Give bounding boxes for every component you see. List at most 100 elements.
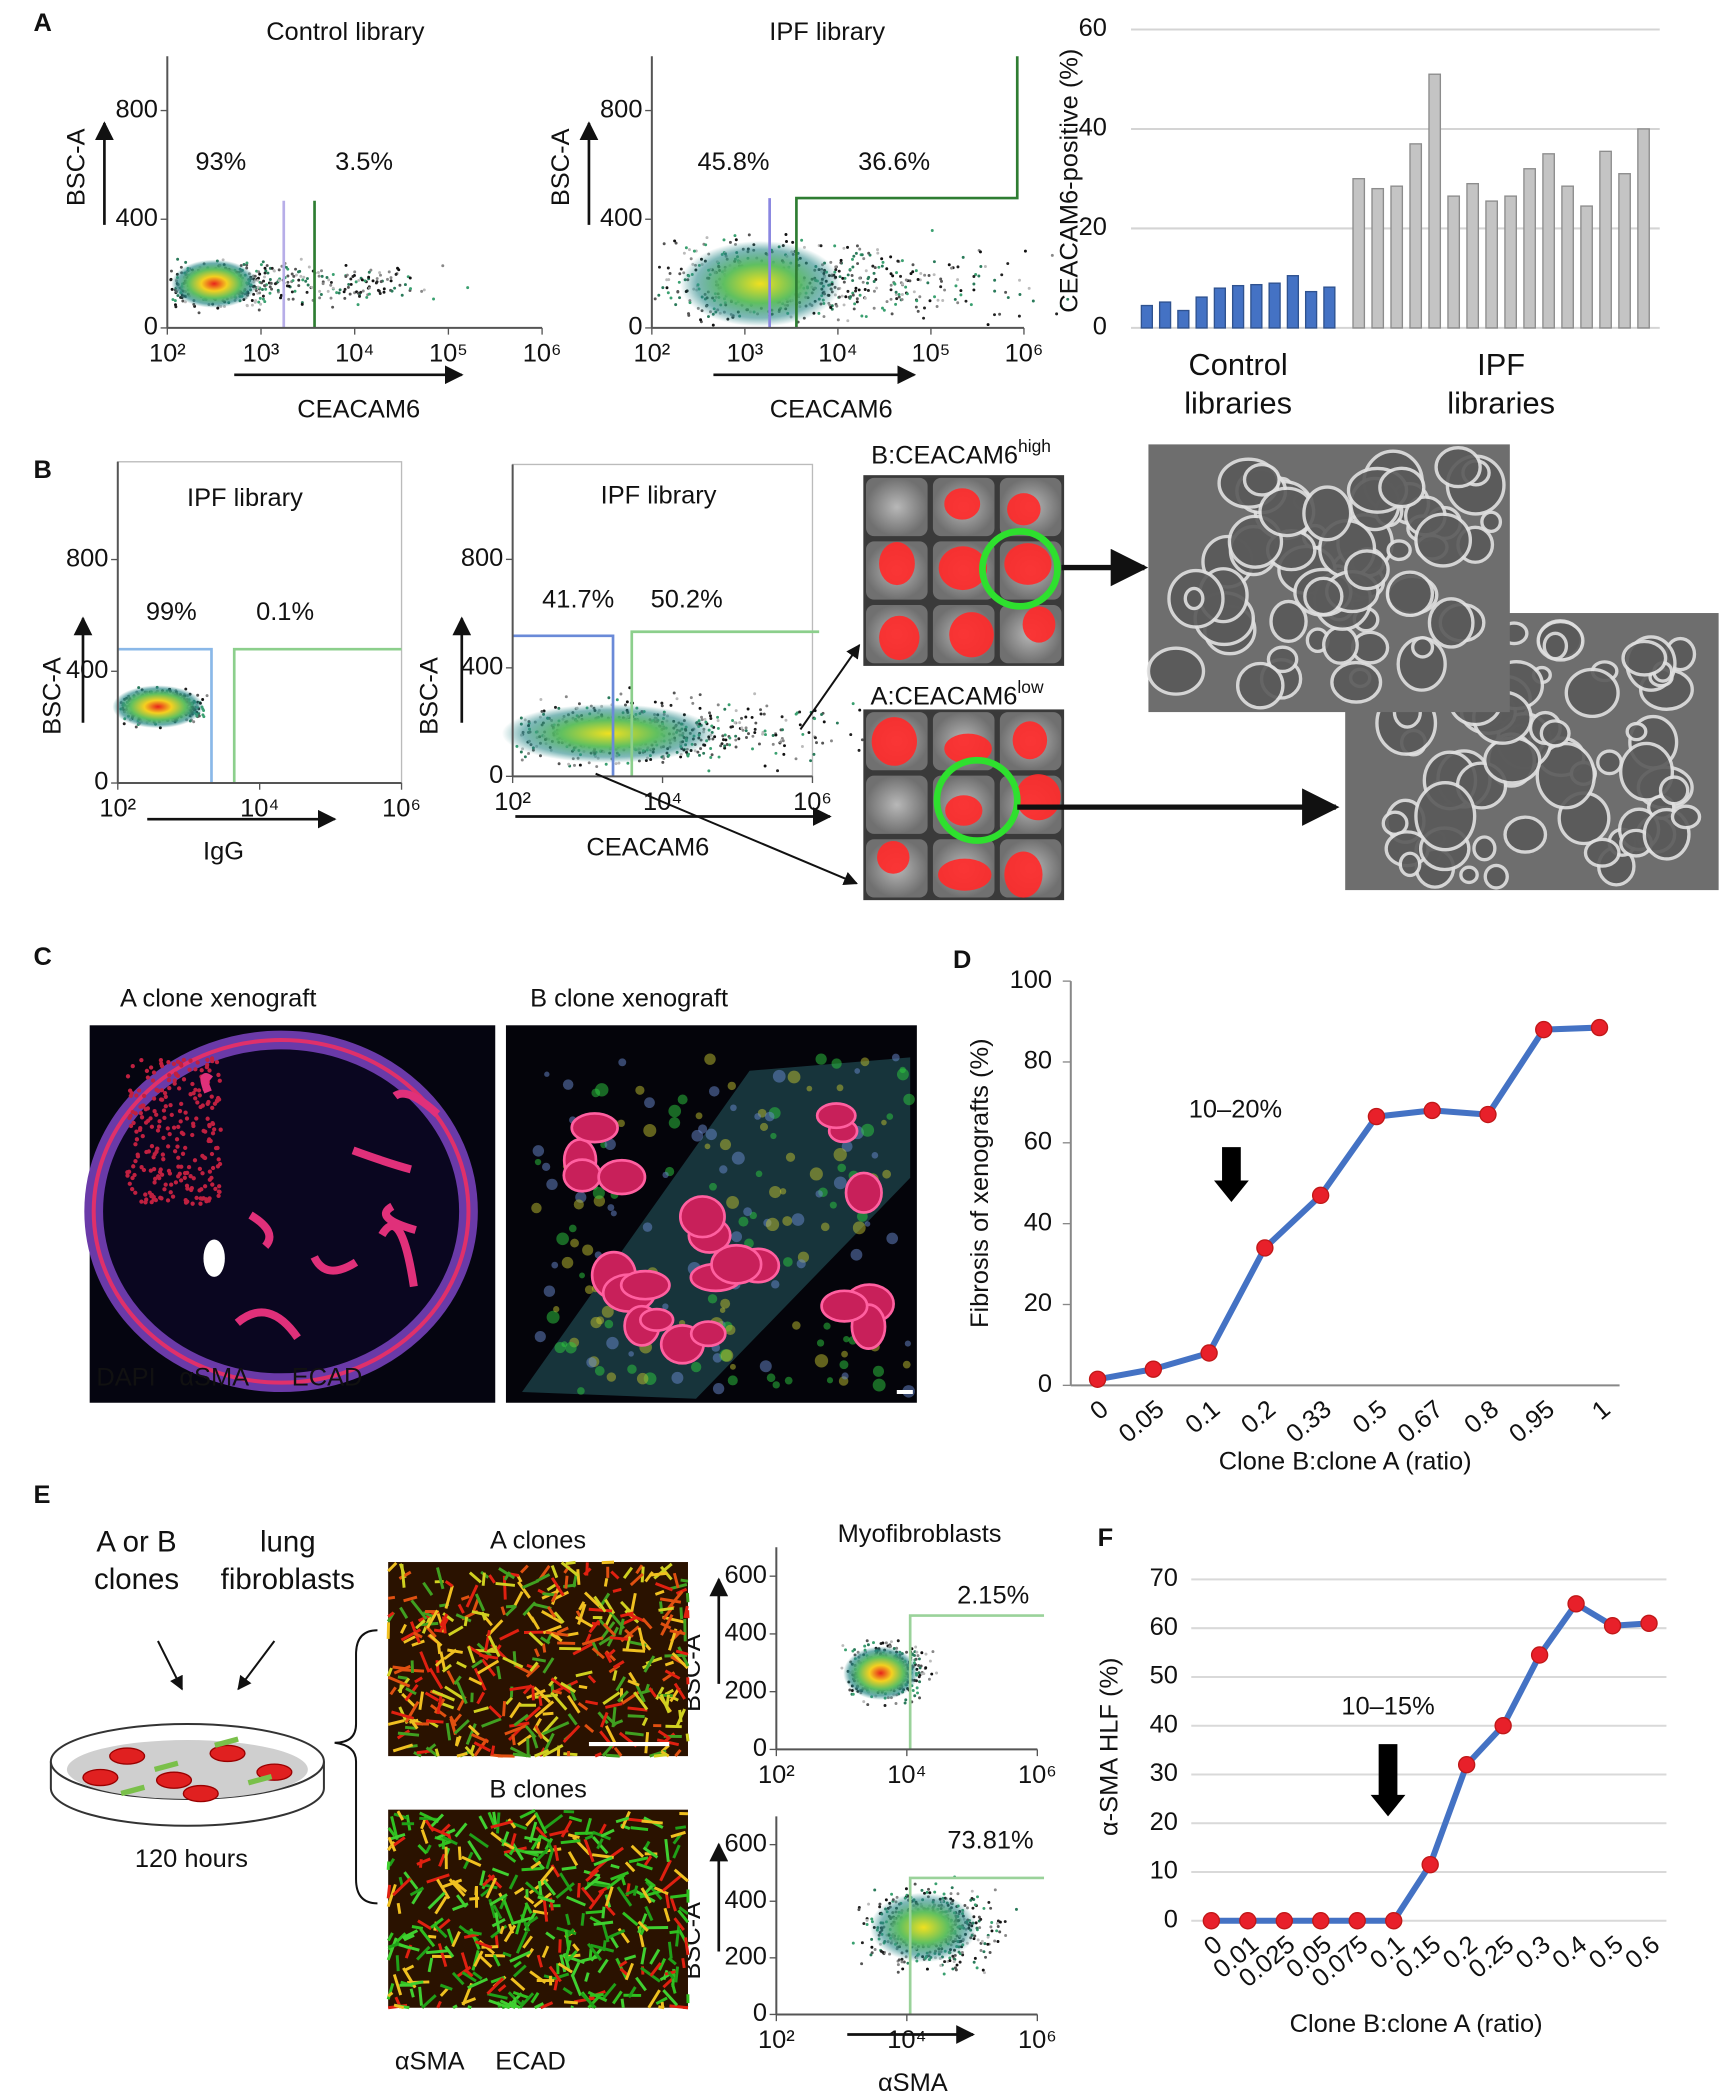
speckle (178, 1178, 184, 1183)
stain (579, 1272, 585, 1279)
cell-dot (698, 706, 702, 710)
cell-dot (382, 287, 386, 291)
y-tick-label: 60 (1150, 1613, 1178, 1641)
cell-dot (686, 754, 690, 758)
cell-dot (978, 250, 982, 254)
x-axis-label: αSMA (878, 2069, 948, 2097)
cell-dot (866, 281, 869, 285)
cell-dot (711, 323, 715, 327)
cell-dot (901, 1967, 905, 1971)
cell-dot (860, 1941, 864, 1945)
speckle (192, 1158, 198, 1163)
gate-percent: 45.8% (697, 148, 769, 176)
cell-dot (763, 729, 767, 733)
data-point (1200, 1344, 1218, 1362)
cell-dot (920, 1888, 924, 1892)
x-tick-label: 10⁵ (429, 339, 468, 367)
speckle (140, 1134, 145, 1139)
organoid (1302, 485, 1353, 542)
cell-dot (257, 308, 261, 312)
cell-dot (1000, 273, 1004, 277)
cell-dot (998, 1930, 1002, 1934)
stain (872, 1378, 886, 1392)
cell-dot (942, 1972, 946, 1976)
stain (544, 1071, 550, 1077)
speckle (174, 1137, 180, 1142)
y-tick-label: 40 (1024, 1208, 1052, 1236)
cell-dot (346, 285, 350, 289)
speckle (171, 1125, 177, 1130)
speckle (161, 1157, 166, 1162)
y-axis-label: Fibrosis of xenografts (%) (966, 1038, 994, 1328)
cell-dot (939, 285, 943, 289)
speckle (179, 1101, 184, 1106)
speckle (149, 1193, 154, 1199)
cell-dot (673, 239, 677, 243)
bar (1231, 284, 1245, 329)
gland (597, 1158, 647, 1196)
stain (755, 1170, 763, 1178)
cell-dot (329, 280, 333, 284)
x-tick-label: 10⁴ (887, 1761, 926, 1789)
y-axis-label: α-SMA HLF (%) (1096, 1657, 1124, 1836)
well-label-sup: low (1017, 677, 1044, 697)
stain (568, 1224, 577, 1233)
cell-dot (374, 281, 378, 285)
cell-dot (1004, 1933, 1008, 1937)
cell-dot (728, 240, 732, 244)
cell-dot (354, 280, 358, 284)
cell-dot (846, 273, 850, 277)
x-tick-label: 10⁵ (912, 339, 951, 367)
y-tick-label: 800 (66, 544, 108, 572)
cell-dot (885, 267, 889, 271)
cell-dot (261, 288, 264, 291)
stain (731, 1151, 745, 1165)
cell-dot (259, 302, 263, 306)
cell-dot (896, 259, 900, 263)
bar (1637, 128, 1650, 329)
speckle (157, 1119, 162, 1124)
cell-dot (250, 303, 254, 307)
cell-dot (349, 282, 353, 286)
organoid (1146, 646, 1206, 696)
data-point (1479, 1105, 1497, 1124)
stain (668, 1117, 681, 1129)
cell-dot (915, 1650, 919, 1654)
cell-dot (619, 692, 623, 696)
stain (882, 1169, 892, 1179)
cell-dot (704, 243, 708, 247)
cell-dot (809, 759, 813, 763)
stain (553, 1306, 560, 1313)
stain (712, 1382, 725, 1395)
stain (806, 1085, 813, 1092)
cell-dot (820, 713, 824, 716)
speckle (191, 1176, 196, 1181)
cell-dot (852, 254, 856, 258)
cell-dot (666, 266, 670, 270)
cell-dot (819, 244, 823, 248)
speckle (210, 1059, 215, 1064)
cell-dot (867, 1902, 871, 1906)
cell-dot (815, 741, 818, 745)
colony (1022, 606, 1056, 643)
x-tick-label: 10² (758, 1761, 795, 1789)
cell-dot (716, 715, 720, 719)
cell-dot (876, 251, 880, 255)
cell-dot (975, 1966, 979, 1970)
bracket (334, 1629, 378, 1905)
cell-dot (353, 270, 357, 274)
bar (1195, 296, 1208, 329)
cell-dot (257, 270, 261, 274)
cell-dot (842, 246, 846, 250)
speckle (187, 1067, 192, 1072)
cell-dot (134, 725, 138, 729)
cell-dot (660, 701, 664, 705)
speckle (183, 1110, 188, 1115)
bar (1542, 153, 1555, 329)
cell-dot (338, 288, 342, 292)
speckle (140, 1103, 145, 1108)
cell-dot (710, 753, 714, 757)
cell-dot (858, 708, 862, 712)
cell-dot (325, 275, 329, 279)
cell-dot (829, 305, 833, 309)
